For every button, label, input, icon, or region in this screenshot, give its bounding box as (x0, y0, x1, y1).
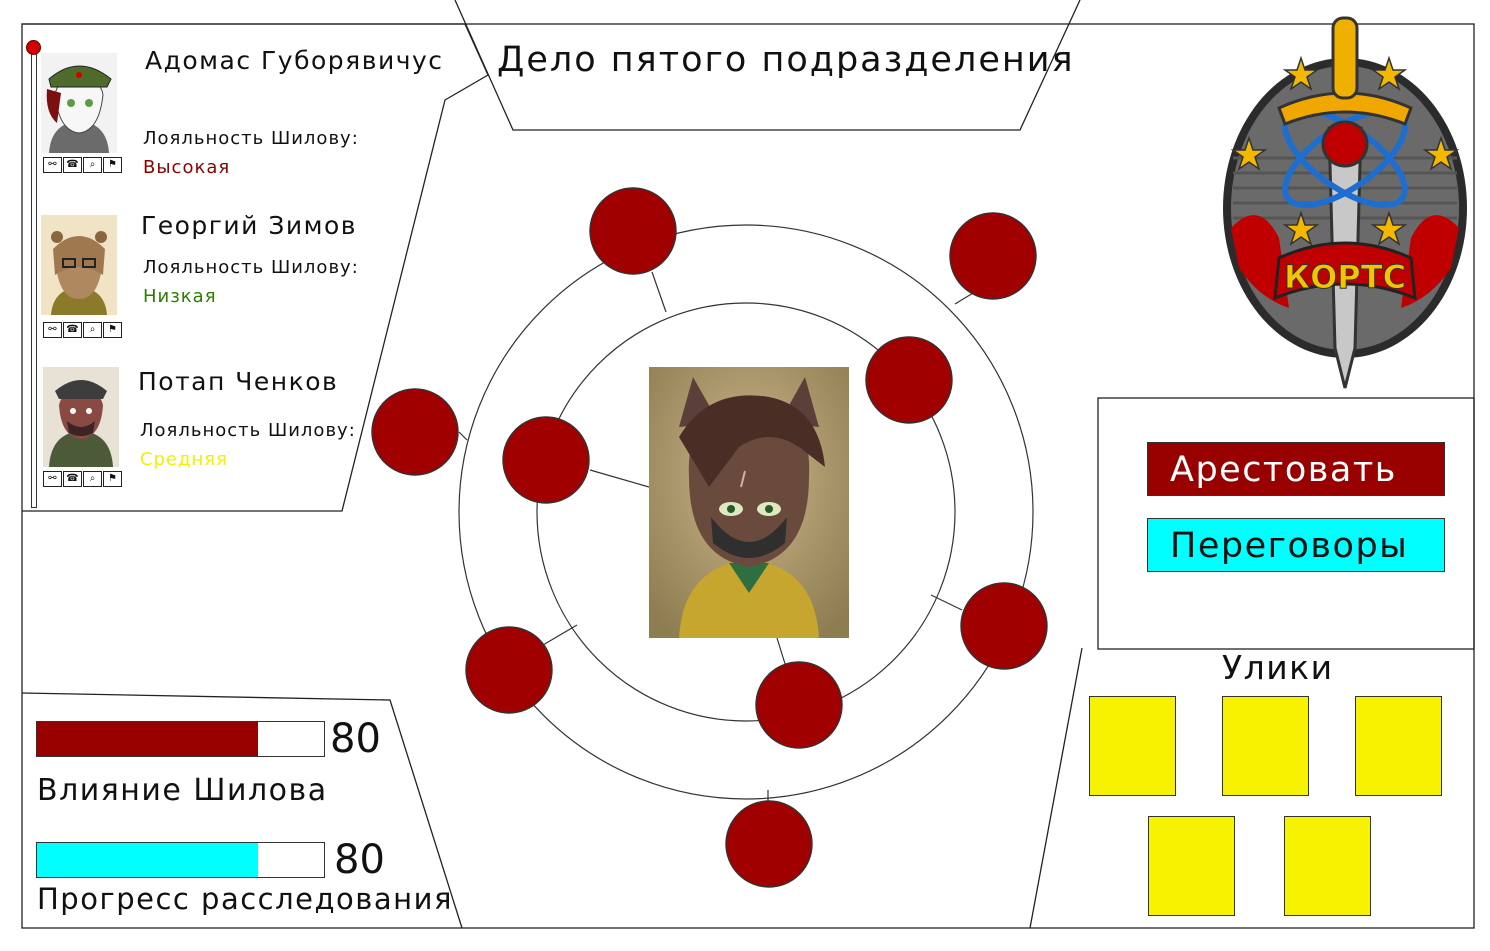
flag-icon[interactable]: ⚑ (103, 322, 122, 338)
network-node (725, 800, 813, 888)
loyalty-value: Высокая (143, 157, 231, 178)
phone-icon[interactable]: ☎ (63, 157, 82, 173)
progress-value: 80 (334, 837, 385, 883)
suspect-name: Адомас Губорявичус (145, 46, 444, 75)
scrollbar-thumb[interactable] (26, 40, 41, 55)
magnifier-icon[interactable]: ⌕ (83, 157, 102, 173)
network-node (371, 388, 459, 476)
phone-icon[interactable]: ☎ (63, 322, 82, 338)
suspect-name: Потап Ченков (138, 367, 339, 396)
suspect-portrait[interactable] (43, 367, 119, 467)
magnifier-icon[interactable]: ⌕ (83, 471, 102, 487)
evidence-slot[interactable] (1284, 816, 1371, 916)
flag-icon[interactable]: ⚑ (103, 471, 122, 487)
korts-emblem-logo: КОРТС (1223, 16, 1467, 389)
handcuffs-icon[interactable]: ⚯ (43, 471, 62, 487)
influence-bar-fill (37, 722, 258, 756)
influence-value: 80 (330, 716, 381, 762)
loyalty-value: Средняя (140, 449, 228, 470)
progress-bar (36, 842, 325, 878)
suspect-portrait[interactable] (41, 53, 117, 153)
evidence-title: Улики (1222, 648, 1334, 687)
magnifier-icon[interactable]: ⌕ (83, 322, 102, 338)
network-node (589, 187, 677, 275)
network-node (949, 212, 1037, 300)
loyalty-label: Лояльность Шилову: (140, 420, 356, 441)
center-suspect-portrait[interactable] (649, 367, 849, 638)
influence-label: Влияние Шилова (37, 773, 328, 808)
loyalty-value: Низкая (143, 286, 217, 307)
phone-icon[interactable]: ☎ (63, 471, 82, 487)
arrest-button[interactable]: Арестовать (1147, 442, 1445, 496)
evidence-slot[interactable] (1089, 696, 1176, 796)
network-node (465, 626, 553, 714)
emblem-text: КОРТС (1284, 258, 1406, 296)
handcuffs-icon[interactable]: ⚯ (43, 322, 62, 338)
flag-icon[interactable]: ⚑ (103, 157, 122, 173)
negotiate-button[interactable]: Переговоры (1147, 518, 1445, 572)
evidence-slot[interactable] (1148, 816, 1235, 916)
progress-bar-fill (37, 843, 258, 877)
progress-label: Прогресс расследования (37, 882, 453, 916)
network-node (865, 336, 953, 424)
loyalty-label: Лояльность Шилову: (143, 257, 359, 278)
network-node (502, 416, 590, 504)
network-node (960, 582, 1048, 670)
suspect-list-scrollbar[interactable] (31, 46, 37, 508)
suspect-portrait[interactable] (41, 215, 117, 315)
suspect-name: Георгий Зимов (141, 211, 358, 240)
case-title: Дело пятого подразделения (497, 40, 1075, 80)
evidence-slot[interactable] (1355, 696, 1442, 796)
influence-bar (36, 721, 325, 757)
evidence-slot[interactable] (1222, 696, 1309, 796)
loyalty-label: Лояльность Шилову: (143, 128, 359, 149)
handcuffs-icon[interactable]: ⚯ (43, 157, 62, 173)
network-node (755, 661, 843, 749)
